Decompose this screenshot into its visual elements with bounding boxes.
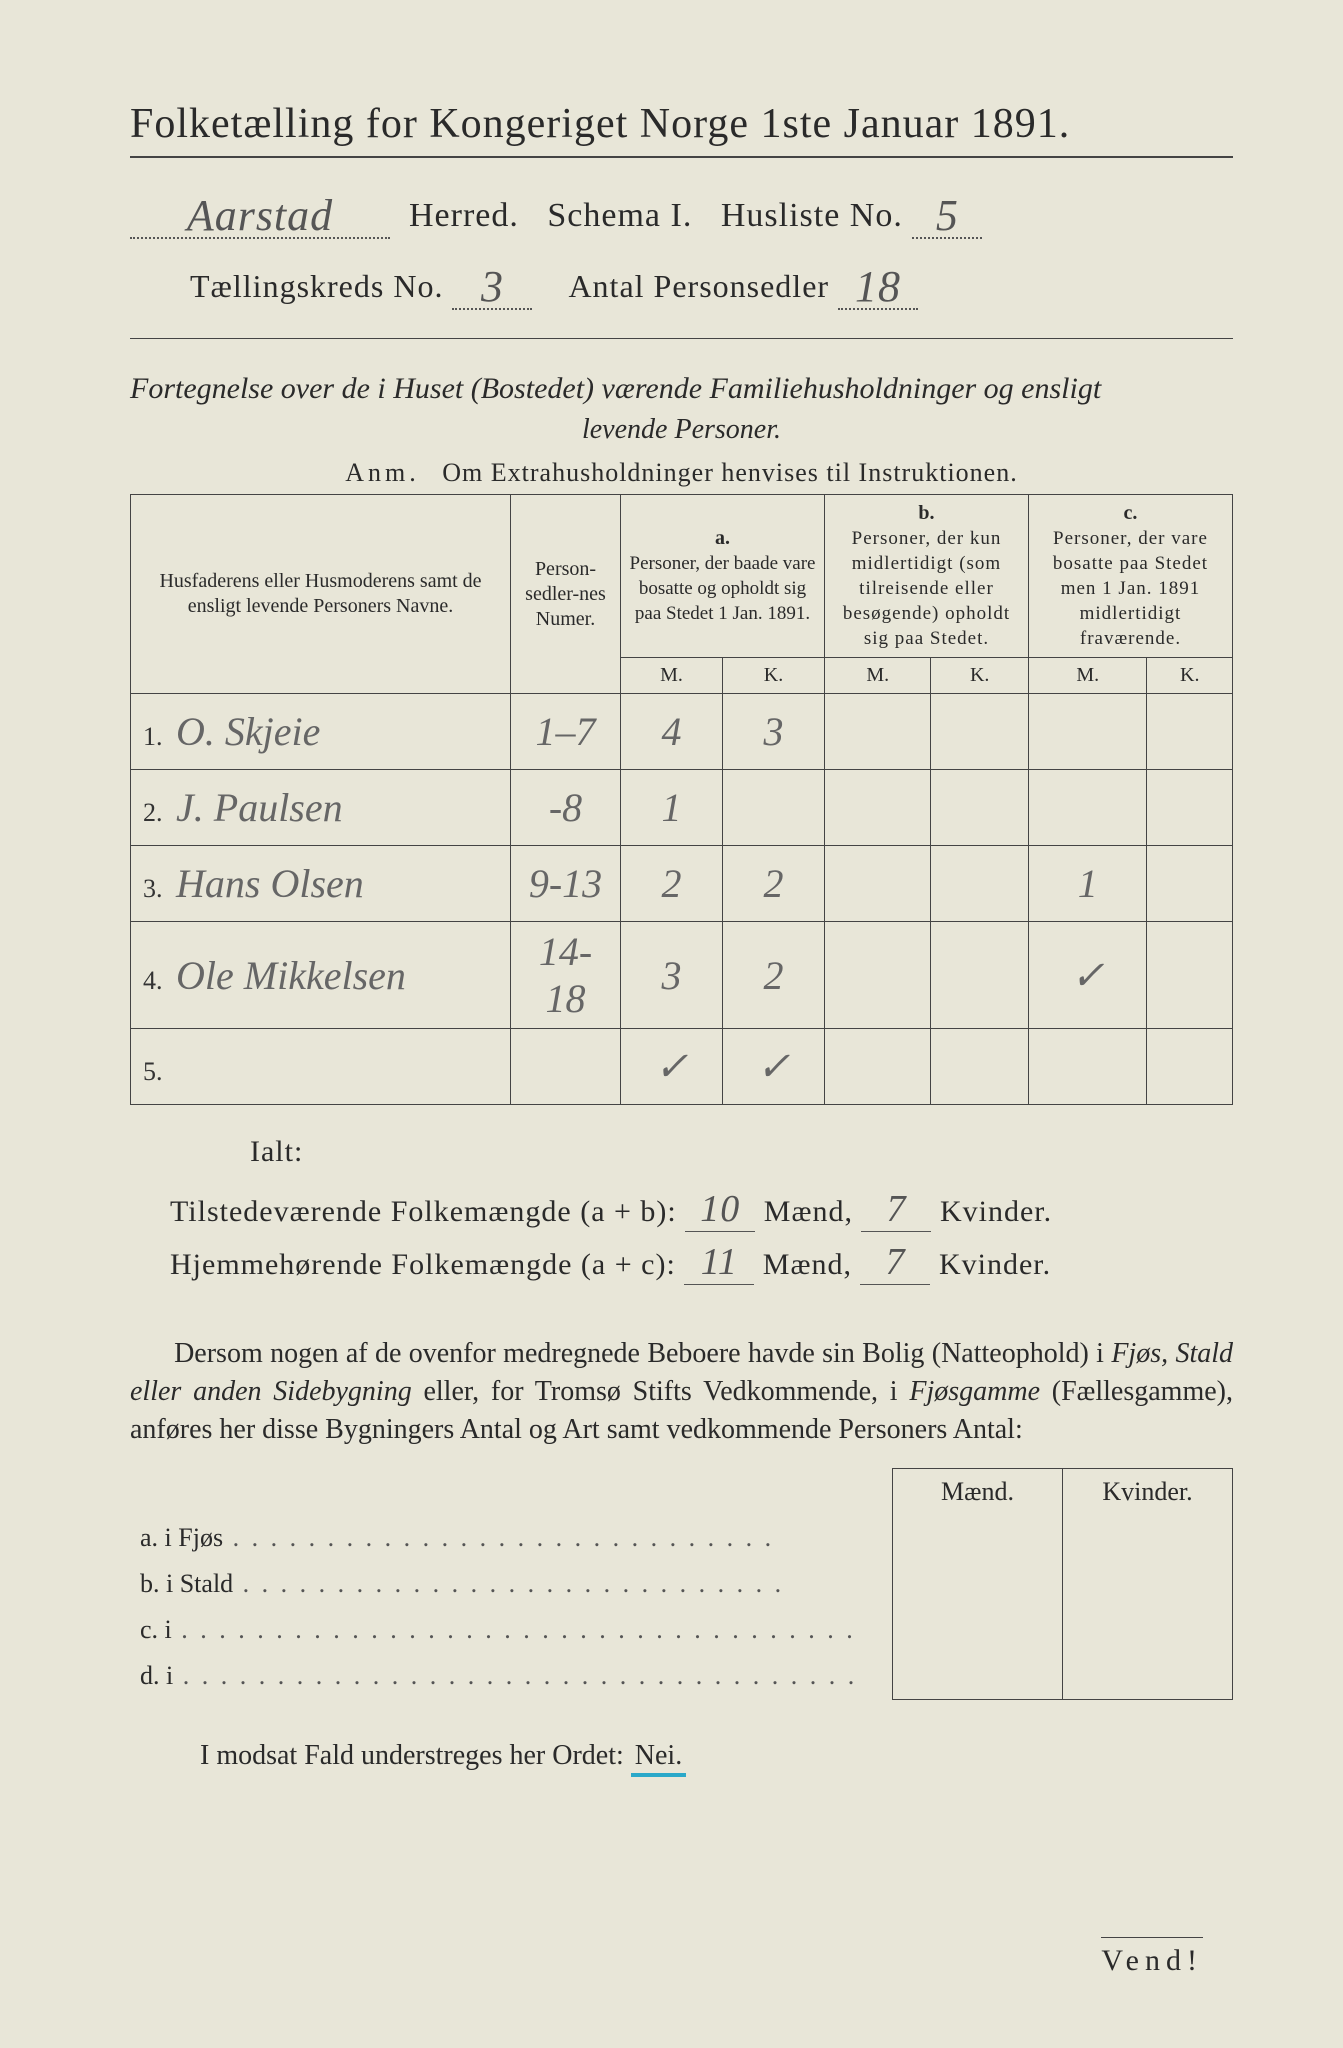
- col-c-m: M.: [1028, 658, 1146, 694]
- mk-row: b. i Stald . . . . . . . . . . . . . . .…: [130, 1561, 1233, 1607]
- outbuilding-table: Mænd. Kvinder. a. i Fjøs . . . . . . . .…: [130, 1468, 1233, 1700]
- mk-row: c. i . . . . . . . . . . . . . . . . . .…: [130, 1607, 1233, 1653]
- header-line-2: Tællingskreds No. 3 Antal Personsedler 1…: [130, 257, 1233, 310]
- table-row: 5. ✓ ✓: [131, 1029, 1233, 1105]
- table-row: 4. Ole Mikkelsen 14-18 3 2 ✓: [131, 922, 1233, 1029]
- col-b-k: K.: [931, 658, 1029, 694]
- page-title: Folketælling for Kongeriget Norge 1ste J…: [130, 100, 1233, 158]
- herred-value: Aarstad: [187, 191, 333, 240]
- sum-line-ac: Hjemmehørende Folkemængde (a + c): 11 Mæ…: [170, 1240, 1233, 1285]
- herred-label: Herred.: [409, 197, 519, 234]
- table-row: 3. Hans Olsen 9-13 2 2 1: [131, 846, 1233, 922]
- antal-value: 18: [855, 262, 901, 311]
- col-a-k: K.: [723, 658, 825, 694]
- header-line-1: Aarstad Herred. Schema I. Husliste No. 5: [130, 186, 1233, 239]
- antal-label: Antal Personsedler: [568, 268, 829, 304]
- anm-text: Om Extrahusholdninger henvises til Instr…: [442, 458, 1017, 487]
- col-header-a: a. Personer, der baade vare bosatte og o…: [621, 495, 825, 658]
- col-c-k: K.: [1147, 658, 1233, 694]
- kreds-label: Tællingskreds No.: [190, 268, 443, 304]
- nei-word: Nei.: [631, 1740, 686, 1777]
- col-a-m: M.: [621, 658, 723, 694]
- col-b-m: M.: [825, 658, 931, 694]
- sum-line-ab: Tilstedeværende Folkemængde (a + b): 10 …: [170, 1187, 1233, 1232]
- mk-kvinder-header: Kvinder.: [1063, 1469, 1233, 1516]
- husliste-value: 5: [936, 191, 959, 240]
- ialt-label: Ialt:: [250, 1135, 1233, 1169]
- mk-row: d. i . . . . . . . . . . . . . . . . . .…: [130, 1653, 1233, 1699]
- mk-row: a. i Fjøs . . . . . . . . . . . . . . . …: [130, 1515, 1233, 1561]
- anm-line: Anm. Om Extrahusholdninger henvises til …: [130, 458, 1233, 488]
- col-header-names: Husfaderens eller Husmoderens samt de en…: [131, 495, 511, 694]
- table-row: 1. O. Skjeie 1–7 4 3: [131, 694, 1233, 770]
- divider: [130, 338, 1233, 339]
- subtitle-line-2: levende Personer.: [130, 414, 1233, 446]
- col-header-c: c. Personer, der vare bosatte paa Stedet…: [1028, 495, 1232, 658]
- mk-maend-header: Mænd.: [893, 1469, 1063, 1516]
- schema-label: Schema I.: [547, 197, 692, 234]
- husliste-label: Husliste No.: [721, 197, 903, 234]
- nei-line: I modsat Fald understreges her Ordet: Ne…: [130, 1740, 1233, 1772]
- col-header-numer: Person-sedler-nes Numer.: [511, 495, 621, 694]
- kreds-value: 3: [481, 262, 504, 311]
- census-table: Husfaderens eller Husmoderens samt de en…: [130, 494, 1233, 1105]
- table-row: 2. J. Paulsen -8 1: [131, 770, 1233, 846]
- census-form-page: Folketælling for Kongeriget Norge 1ste J…: [0, 0, 1343, 2048]
- anm-prefix: Anm.: [345, 458, 420, 487]
- outbuilding-paragraph: Dersom nogen af de ovenfor medregnede Be…: [130, 1335, 1233, 1448]
- col-header-b: b. Personer, der kun midlertidigt (som t…: [825, 495, 1029, 658]
- vend-label: Vend!: [1101, 1937, 1203, 1978]
- subtitle-line-1: Fortegnelse over de i Huset (Bostedet) v…: [130, 369, 1233, 408]
